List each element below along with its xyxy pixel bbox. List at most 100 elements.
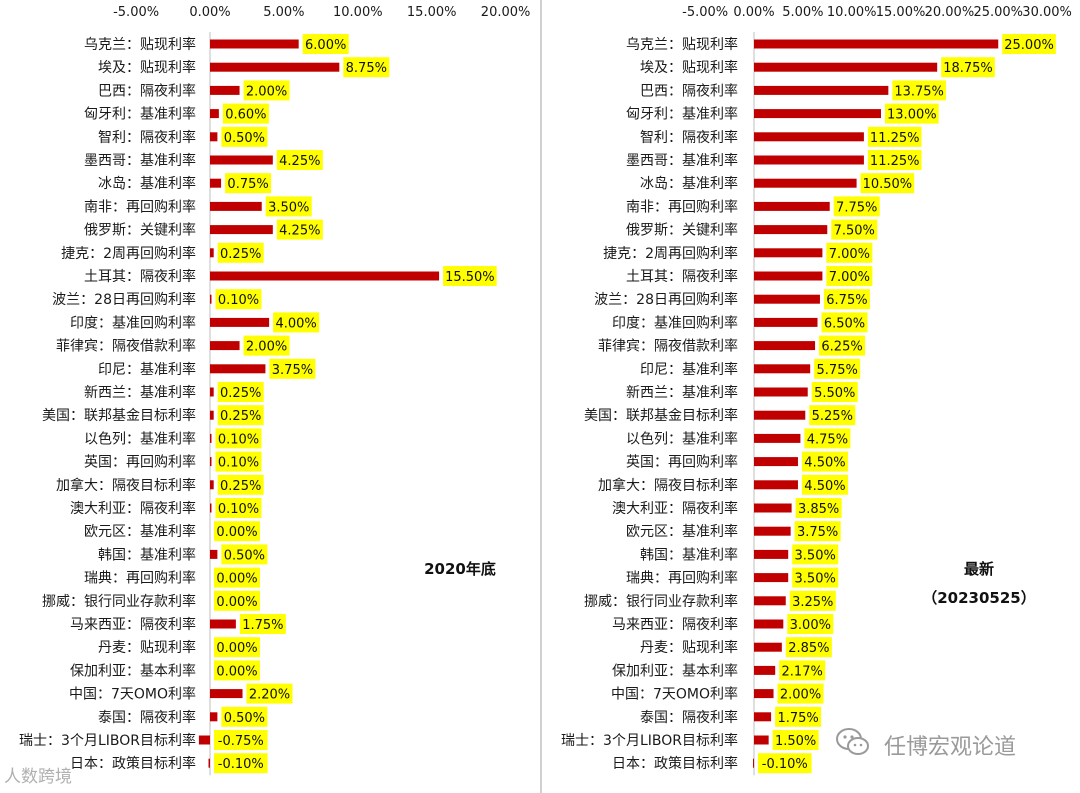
data-label: 0.50% xyxy=(224,548,265,563)
data-label: 0.00% xyxy=(216,664,257,679)
data-label: 8.75% xyxy=(346,61,387,76)
data-label-bg xyxy=(214,521,260,542)
data-label-bg xyxy=(801,451,848,472)
data-label: 1.75% xyxy=(242,618,283,633)
category-label: 埃及：贴现利率 xyxy=(98,59,196,76)
category-label: 印度：基准回购利率 xyxy=(70,314,196,331)
data-label-bg xyxy=(239,614,286,634)
category-label: 欧元区：基准利率 xyxy=(626,523,738,540)
data-label: 3.50% xyxy=(795,572,836,587)
category-label: 瑞士：3个月LIBOR目标利率 xyxy=(19,732,196,749)
category-label: 瑞典：再回购利率 xyxy=(84,570,196,587)
category-label: 印度：基准回购利率 xyxy=(612,314,738,331)
data-label: 3.25% xyxy=(792,595,833,610)
data-label: 0.10% xyxy=(218,456,259,471)
bar xyxy=(210,62,340,72)
data-label: 0.25% xyxy=(220,409,261,424)
bar xyxy=(754,387,808,397)
tick-label: 20.00% xyxy=(481,5,531,20)
data-label-bg xyxy=(885,103,939,124)
data-label-bg xyxy=(217,242,264,263)
data-label-bg xyxy=(867,126,922,147)
bar xyxy=(210,712,218,722)
data-label: -0.10% xyxy=(218,757,264,772)
data-label: 4.50% xyxy=(804,456,845,471)
panel-divider xyxy=(540,0,542,793)
category-label: 泰国：隔夜利率 xyxy=(640,709,738,726)
chart-annotation-sub: （20230525） xyxy=(922,589,1036,607)
category-label: 保加利亚：基本利率 xyxy=(70,662,196,679)
bar xyxy=(210,39,299,49)
data-label: 5.25% xyxy=(812,409,853,424)
data-label: 13.75% xyxy=(894,84,944,99)
data-label: 6.75% xyxy=(826,293,867,308)
data-label: 0.25% xyxy=(220,247,261,262)
data-label: 2.17% xyxy=(782,664,823,679)
category-label: 美国：联邦基金目标利率 xyxy=(42,407,196,424)
data-label-bg xyxy=(217,382,264,402)
data-label: 7.00% xyxy=(829,270,870,285)
bar xyxy=(210,503,212,513)
data-label-bg xyxy=(302,34,349,54)
bar xyxy=(210,109,219,119)
data-label-bg xyxy=(794,521,841,542)
category-label: 瑞典：再回购利率 xyxy=(626,570,738,587)
data-label: 15.50% xyxy=(445,270,495,285)
category-label: 韩国：基准利率 xyxy=(98,546,196,563)
data-label-bg xyxy=(801,474,848,495)
category-label: 泰国：隔夜利率 xyxy=(98,709,196,726)
data-label-bg xyxy=(215,428,262,449)
tick-label: -5.00% xyxy=(113,5,159,20)
tick-label: 15.00% xyxy=(407,5,457,20)
bar xyxy=(210,155,273,165)
data-label: 6.50% xyxy=(824,316,865,331)
chart-annotation: 最新 xyxy=(964,560,994,578)
bar xyxy=(210,178,222,188)
bar xyxy=(754,271,823,281)
data-label-bg xyxy=(276,219,323,240)
bar xyxy=(210,271,440,281)
category-label: 美国：联邦基金目标利率 xyxy=(584,407,738,424)
data-label-bg xyxy=(214,567,260,588)
data-label: 13.00% xyxy=(887,108,937,123)
data-label-bg xyxy=(826,266,873,286)
data-label: 25.00% xyxy=(1004,38,1054,53)
category-label: 丹麦：贴现利率 xyxy=(98,639,196,656)
category-label: 英国：再回购利率 xyxy=(84,454,196,471)
category-label: 墨西哥：基准利率 xyxy=(626,152,738,169)
data-label: 10.50% xyxy=(863,177,913,192)
category-label: 菲律宾：隔夜借款利率 xyxy=(56,338,196,355)
bar xyxy=(754,294,820,304)
data-label-bg xyxy=(221,544,268,565)
data-label: 7.50% xyxy=(834,224,875,239)
category-label: 挪威：银行同业存款利率 xyxy=(42,593,196,610)
watermark-brand: 任博宏观论道 xyxy=(884,735,1017,760)
bar xyxy=(754,712,772,722)
data-label: 4.50% xyxy=(804,479,845,494)
tick-label: 25.00% xyxy=(973,5,1023,20)
category-label: 智利：隔夜利率 xyxy=(640,129,738,146)
bar xyxy=(754,410,806,420)
data-label-bg xyxy=(1002,34,1056,54)
category-label: 巴西：隔夜利率 xyxy=(640,82,738,99)
watermark-left: 人数跨境 xyxy=(4,767,72,787)
data-label-bg xyxy=(777,683,824,704)
data-label: 4.00% xyxy=(275,316,316,331)
data-label-bg xyxy=(215,451,262,472)
category-label: 巴西：隔夜利率 xyxy=(98,82,196,99)
data-label: 6.25% xyxy=(821,340,862,355)
category-label: 日本：政策目标利率 xyxy=(70,755,196,772)
data-label-bg xyxy=(772,730,819,750)
category-label: 马来西亚：隔夜利率 xyxy=(70,616,196,633)
category-label: 澳大利亚：隔夜利率 xyxy=(612,500,738,517)
data-label-bg xyxy=(811,382,858,402)
wechat-icon xyxy=(836,728,869,755)
bar xyxy=(210,480,214,490)
category-label: 印尼：基准利率 xyxy=(640,361,738,378)
bar xyxy=(198,735,210,745)
bar xyxy=(754,132,864,142)
data-label: 0.00% xyxy=(216,595,257,610)
bar xyxy=(210,689,243,699)
category-label: 澳大利亚：隔夜利率 xyxy=(70,500,196,517)
bar xyxy=(754,364,811,374)
